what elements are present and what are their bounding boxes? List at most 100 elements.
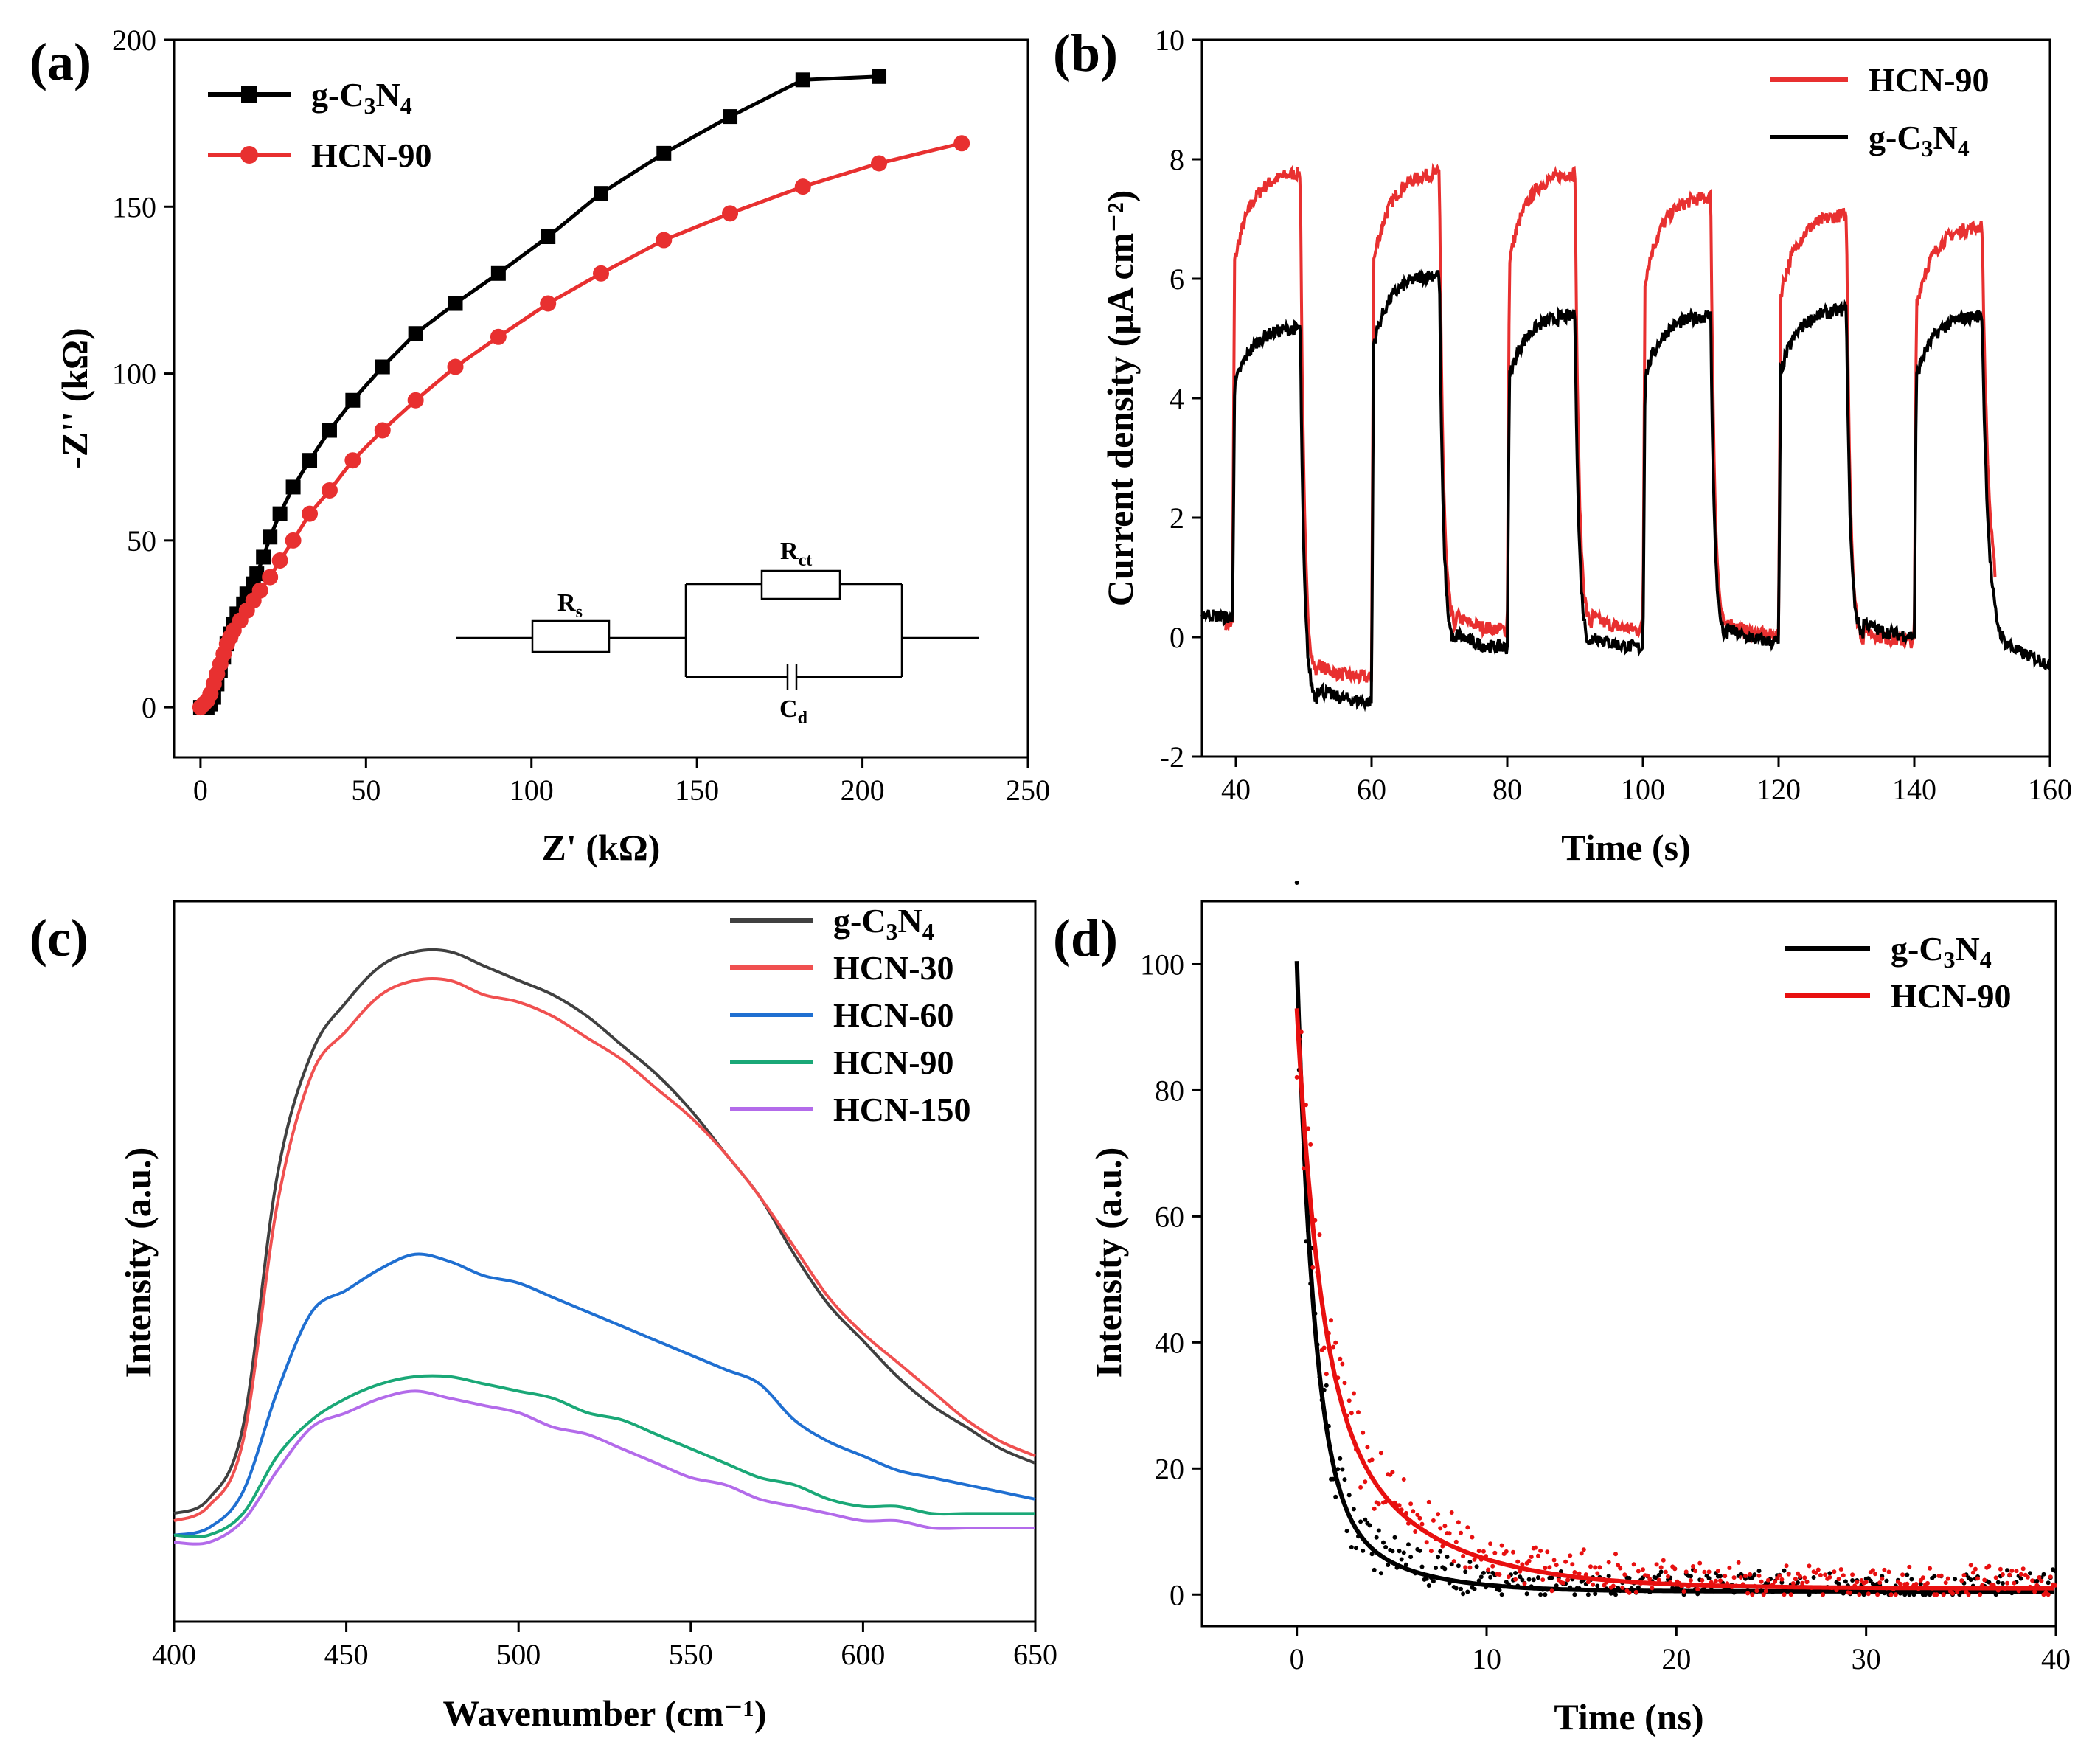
data-point: [1478, 1574, 1484, 1580]
data-point: [271, 552, 288, 569]
panel-d: (d) 0 10 20 30 40 0 20 40 60 80 100 Time (ns) Inte…: [1053, 881, 2071, 1737]
data-point: [1827, 1574, 1832, 1580]
data-point: [1987, 1563, 1992, 1569]
data-point: [1663, 1569, 1668, 1574]
data-point: [447, 358, 464, 375]
y-tick-label: 60: [1155, 1200, 1184, 1233]
data-point: [1467, 1565, 1473, 1570]
data-point: [1884, 1578, 1889, 1583]
data-point: [1593, 1565, 1598, 1570]
y-tick-label: 20: [1155, 1452, 1184, 1485]
data-point: [1470, 1535, 1475, 1540]
data-point: [1585, 1592, 1591, 1597]
axis-ticks-b: 40 60 80 100 120 140 160 -2 0 2 4 6 8 10: [1155, 24, 2072, 806]
data-point: [1344, 1529, 1349, 1534]
data-point: [1447, 1531, 1452, 1536]
legend-label-g-c3n4: g-C3N4: [833, 902, 934, 945]
data-point: [1925, 1580, 1930, 1586]
data-point: [2032, 1589, 2037, 1594]
data-point: [1978, 1592, 1983, 1597]
data-point: [1622, 1572, 1627, 1577]
y-tick-label: 40: [1155, 1326, 1184, 1359]
data-point: [1406, 1542, 1411, 1547]
series-line-hcn-150: [173, 1389, 1035, 1546]
data-point: [448, 296, 463, 311]
data-point: [1593, 1591, 1598, 1597]
data-marks-c: [173, 948, 1036, 1546]
data-point: [1818, 1573, 1823, 1577]
data-point: [1520, 1562, 1525, 1567]
data-point: [1543, 1592, 1548, 1597]
data-point: [1920, 1575, 1925, 1580]
data-point: [2046, 1580, 2051, 1586]
data-point: [2000, 1581, 2005, 1586]
data-point: [1850, 1572, 1855, 1577]
data-point: [1966, 1592, 1971, 1597]
data-point: [1415, 1513, 1420, 1518]
data-point: [2053, 1583, 2057, 1588]
circuit-resistor-rs: [531, 619, 611, 653]
data-point: [1718, 1574, 1723, 1579]
plot-frame-c: [173, 900, 1037, 1623]
data-point: [321, 482, 338, 499]
data-point: [1333, 1494, 1338, 1499]
data-point: [1688, 1574, 1693, 1579]
circuit-label-rs: Rs: [557, 589, 583, 622]
data-point: [1836, 1577, 1841, 1582]
data-point: [1361, 1548, 1366, 1553]
x-tick-label: 0: [1290, 1642, 1304, 1676]
data-point: [1294, 1074, 1299, 1080]
data-point: [1417, 1515, 1422, 1521]
data-point: [1681, 1592, 1686, 1597]
data-point: [1401, 1550, 1406, 1555]
data-point: [1438, 1549, 1443, 1554]
data-point: [1522, 1581, 1527, 1586]
data-point: [1982, 1577, 1987, 1583]
data-point: [1476, 1549, 1481, 1554]
x-tick-label: 400: [152, 1638, 196, 1671]
data-point: [1850, 1578, 1855, 1583]
data-point: [1558, 1569, 1563, 1574]
x-tick-label: 250: [1006, 774, 1050, 807]
data-point: [1752, 1572, 1757, 1577]
data-point: [1408, 1501, 1414, 1507]
data-point: [1411, 1509, 1416, 1514]
data-point: [1426, 1499, 1431, 1504]
data-point: [1595, 1583, 1600, 1588]
data-point: [1333, 1340, 1338, 1345]
data-point: [1551, 1558, 1557, 1563]
data-point: [1928, 1566, 1933, 1571]
data-point: [1650, 1586, 1655, 1591]
legend-label-hcn-90: HCN-90: [1869, 61, 1990, 99]
data-point: [1700, 1577, 1705, 1583]
data-point: [723, 109, 738, 125]
x-tick-label: 20: [1661, 1642, 1691, 1676]
data-point: [1627, 1576, 1632, 1580]
data-point: [1436, 1512, 1441, 1517]
data-point: [1666, 1574, 1670, 1579]
data-point: [1456, 1563, 1461, 1569]
data-point: [1606, 1560, 1611, 1565]
data-point: [1875, 1592, 1880, 1597]
panel-label-a: (a): [29, 32, 91, 91]
data-point: [541, 229, 556, 245]
data-point: [1497, 1588, 1502, 1593]
data-point: [1645, 1573, 1650, 1578]
series-line-hcn-30: [173, 977, 1036, 1523]
data-point: [871, 155, 888, 172]
data-point: [1754, 1588, 1759, 1594]
data-point: [1688, 1578, 1693, 1583]
data-point: [1898, 1581, 1902, 1586]
x-tick-label: 100: [1621, 773, 1665, 806]
data-point: [1697, 1560, 1703, 1566]
data-point: [1361, 1430, 1366, 1435]
data-point: [1620, 1585, 1625, 1590]
data-point: [540, 295, 557, 312]
data-point: [1863, 1580, 1869, 1585]
data-point: [1579, 1551, 1584, 1556]
data-point: [1723, 1574, 1728, 1579]
data-point: [1731, 1575, 1737, 1580]
data-point: [1893, 1592, 1898, 1597]
data-point: [1499, 1592, 1504, 1597]
data-point: [2034, 1578, 2040, 1583]
